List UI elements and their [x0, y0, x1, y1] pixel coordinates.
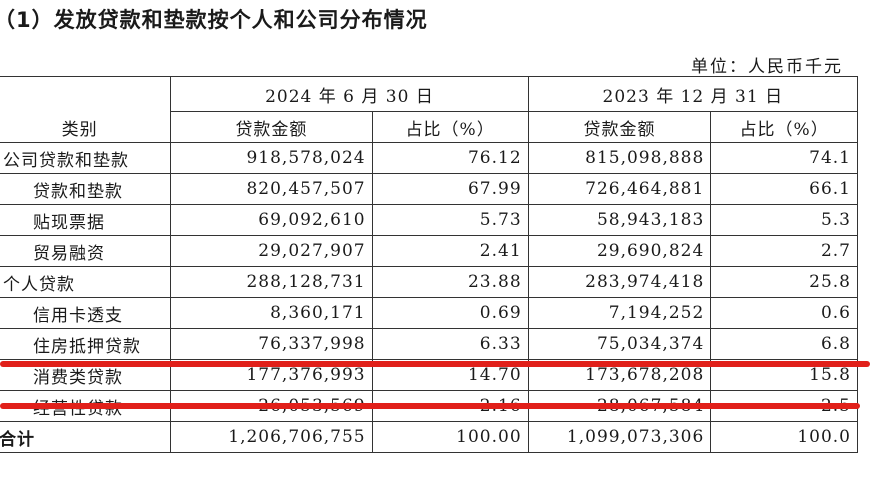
ratio-2023: 2.7	[710, 235, 858, 267]
unit-label: 单位：人民币千元	[691, 57, 843, 77]
table-row: 贷款和垫款 820,457,507 67.99 726,464,881 66.1	[0, 173, 858, 205]
amount-2024: 820,457,507	[170, 173, 373, 205]
header-ratio-2023: 占比（%）	[710, 111, 858, 143]
row-label: 贷款和垫款	[0, 173, 172, 205]
amount-2024: 8,360,171	[170, 297, 373, 329]
ratio-2024: 2.41	[371, 235, 529, 267]
amount-2024: 288,128,731	[170, 266, 373, 298]
ratio-2024: 5.73	[371, 204, 529, 236]
row-label: 个人贷款	[0, 266, 172, 298]
table-row: 信用卡透支 8,360,171 0.69 7,194,252 0.6	[0, 297, 858, 329]
header-row-columns: 贷款金额 占比（%） 贷款金额 占比（%）	[0, 111, 858, 143]
amount-2023: 58,943,183	[527, 204, 712, 236]
row-label: 公司贷款和垫款	[0, 142, 172, 174]
amount-2023: 815,098,888	[527, 142, 712, 174]
header-row-periods: 类别 2024 年 6 月 30 日 2023 年 12 月 31 日	[0, 76, 859, 143]
ratio-2024: 6.33	[371, 328, 529, 360]
amount-2023: 29,690,824	[527, 235, 712, 267]
ratio-2023: 25.8	[710, 266, 858, 298]
row-label: 住房抵押贷款	[0, 328, 172, 360]
amount-2023: 7,194,252	[527, 297, 712, 329]
row-label: 贸易融资	[0, 235, 172, 267]
ratio-2024: 76.12	[371, 142, 529, 174]
header-ratio-2024: 占比（%）	[371, 111, 529, 143]
highlight-line-top	[0, 361, 870, 367]
amount-2024: 69,092,610	[170, 204, 373, 236]
amount-2023: 75,034,374	[527, 328, 712, 360]
ratio-2024: 23.88	[371, 266, 529, 298]
table-row: 贸易融资 29,027,907 2.41 29,690,824 2.7	[0, 235, 858, 267]
header-category: 类别	[0, 76, 172, 143]
table-row-total: 合计 1,206,706,755 100.00 1,099,073,306 10…	[0, 421, 858, 453]
row-label: 合计	[0, 421, 172, 453]
loan-distribution-table: 类别 2024 年 6 月 30 日 2023 年 12 月 31 日 贷款金额…	[0, 76, 859, 453]
ratio-2023: 100.0	[710, 421, 858, 453]
ratio-2023: 5.3	[710, 204, 858, 236]
table-row: 公司贷款和垫款 918,578,024 76.12 815,098,888 74…	[0, 142, 858, 174]
highlight-line-bottom	[0, 403, 860, 409]
row-label: 贴现票据	[0, 204, 172, 236]
row-label: 信用卡透支	[0, 297, 172, 329]
ratio-2024: 67.99	[371, 173, 529, 205]
table-row: 个人贷款 288,128,731 23.88 283,974,418 25.8	[0, 266, 858, 298]
section-title: （1）发放贷款和垫款按个人和公司分布情况	[0, 8, 428, 32]
amount-2024: 76,337,998	[170, 328, 373, 360]
header-period-2024: 2024 年 6 月 30 日	[170, 76, 529, 112]
amount-2024: 1,206,706,755	[170, 421, 373, 453]
header-period-2023: 2023 年 12 月 31 日	[527, 76, 859, 112]
amount-2023: 283,974,418	[527, 266, 712, 298]
ratio-2024: 0.69	[371, 297, 529, 329]
ratio-2023: 66.1	[710, 173, 858, 205]
ratio-2023: 0.6	[710, 297, 858, 329]
ratio-2024: 100.00	[371, 421, 529, 453]
amount-2024: 918,578,024	[170, 142, 373, 174]
ratio-2023: 6.8	[710, 328, 858, 360]
table-row: 住房抵押贷款 76,337,998 6.33 75,034,374 6.8	[0, 328, 858, 360]
header-amount-2023: 贷款金额	[527, 111, 712, 143]
amount-2023: 726,464,881	[527, 173, 712, 205]
table-row: 贴现票据 69,092,610 5.73 58,943,183 5.3	[0, 204, 858, 236]
ratio-2023: 74.1	[710, 142, 858, 174]
amount-2024: 29,027,907	[170, 235, 373, 267]
amount-2023: 1,099,073,306	[527, 421, 712, 453]
header-amount-2024: 贷款金额	[170, 111, 373, 143]
